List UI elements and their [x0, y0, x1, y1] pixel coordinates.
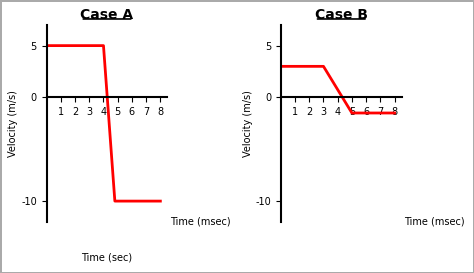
- Title: Case B: Case B: [315, 8, 368, 22]
- Text: Time (sec): Time (sec): [82, 252, 133, 262]
- Text: Time (msec): Time (msec): [170, 217, 230, 227]
- Y-axis label: Velocity (m/s): Velocity (m/s): [243, 90, 253, 157]
- Y-axis label: Velocity (m/s): Velocity (m/s): [9, 90, 18, 157]
- Text: Time (msec): Time (msec): [404, 217, 465, 227]
- Title: Case A: Case A: [81, 8, 134, 22]
